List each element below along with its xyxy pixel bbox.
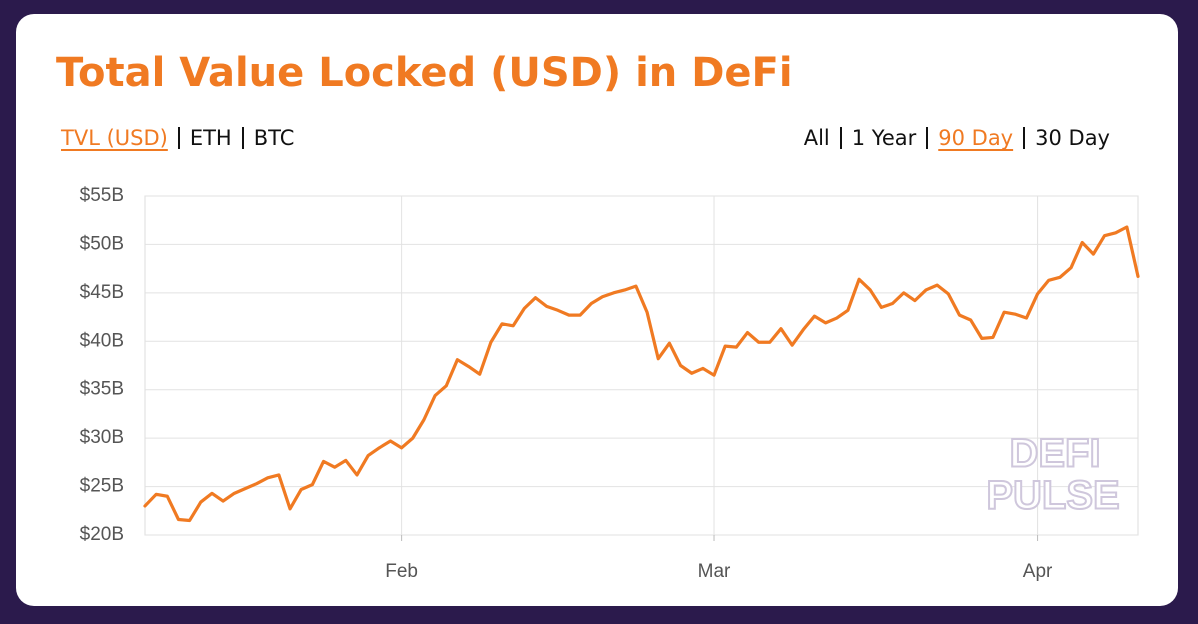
- y-tick-label: $20B: [80, 524, 124, 545]
- watermark: PULSE: [986, 474, 1119, 518]
- line: [143, 225, 1140, 523]
- x-tick-label: Feb: [385, 561, 418, 582]
- metric-tab[interactable]: BTC: [241, 127, 294, 149]
- y-tick-label: $25B: [80, 476, 124, 497]
- y-tick-label: $55B: [80, 185, 124, 206]
- y-tick-label: $50B: [80, 233, 124, 254]
- range-tabs: All 1 Year 90 Day 30 Day: [804, 127, 1110, 149]
- y-tick-label: $45B: [80, 282, 124, 303]
- y-tick-label: $40B: [80, 330, 124, 351]
- metric-tab[interactable]: TVL (USD): [61, 126, 168, 150]
- chart-title: Total Value Locked (USD) in DeFi: [56, 50, 793, 96]
- x-tick-label: Mar: [698, 561, 731, 582]
- watermark: DEFI: [1009, 432, 1100, 476]
- metric-tab[interactable]: ETH: [177, 127, 242, 149]
- card: [16, 14, 1178, 606]
- range-tab[interactable]: 1 Year: [839, 127, 927, 149]
- x-tick-label: Apr: [1023, 561, 1053, 582]
- metric-tabs: TVL (USD) ETH BTC: [61, 127, 294, 149]
- range-tab[interactable]: All: [803, 126, 830, 150]
- range-tab[interactable]: 30 Day: [1023, 127, 1110, 149]
- y-tick-label: $30B: [80, 427, 124, 448]
- y-tick-label: $35B: [80, 379, 124, 400]
- range-tab[interactable]: 90 Day: [926, 127, 1023, 149]
